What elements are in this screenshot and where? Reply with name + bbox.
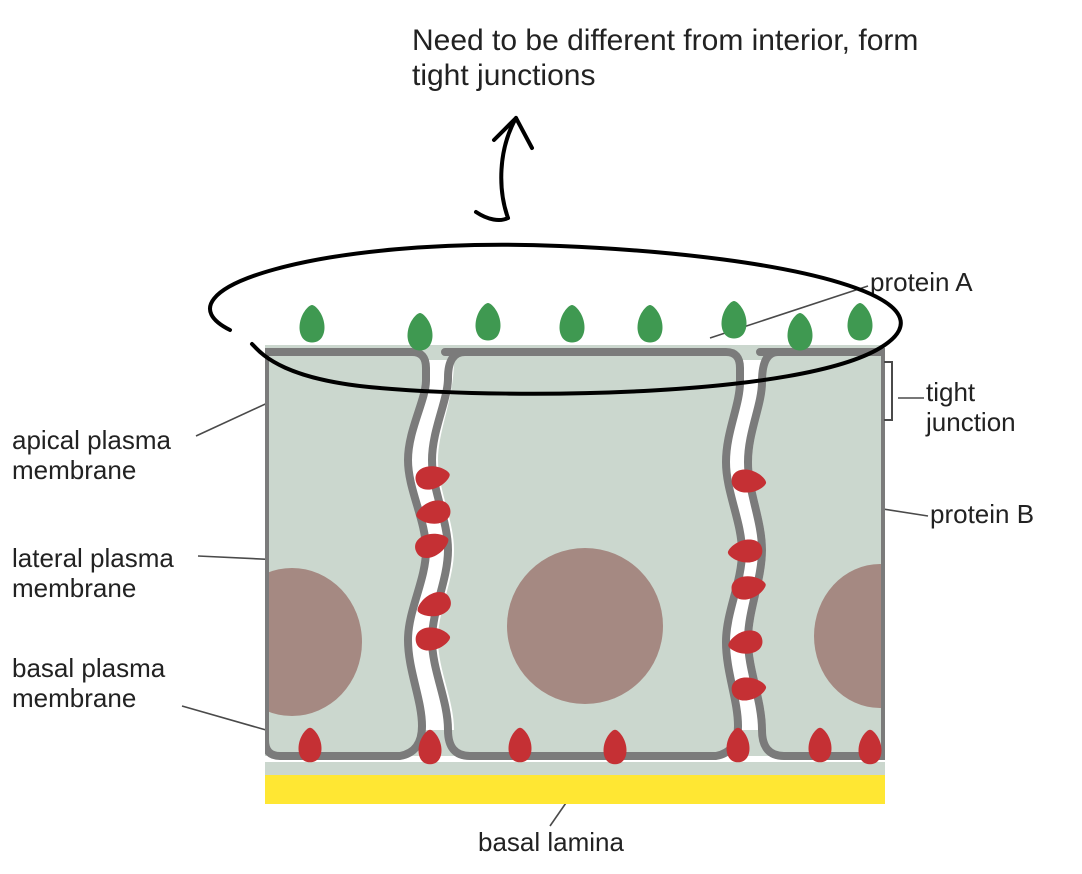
annotation-arrow-tail	[476, 212, 508, 220]
nucleus-2	[814, 564, 946, 708]
protein-a-3	[560, 305, 585, 343]
nucleus-0	[222, 568, 362, 716]
protein-a-4	[638, 305, 663, 343]
protein-a-2	[476, 303, 501, 341]
protein-a-7	[848, 303, 873, 341]
protein-a-0	[300, 305, 325, 343]
annotation-arrow-head	[494, 118, 532, 148]
diagram-stage: Need to be different from interior, form…	[0, 0, 1082, 874]
tight-junction-bracket	[884, 362, 892, 420]
protein-a-1	[408, 313, 433, 351]
protein-a-5	[722, 301, 747, 339]
nucleus-1	[507, 548, 663, 704]
protein-a-6	[788, 313, 813, 351]
diagram-svg	[0, 0, 1082, 874]
